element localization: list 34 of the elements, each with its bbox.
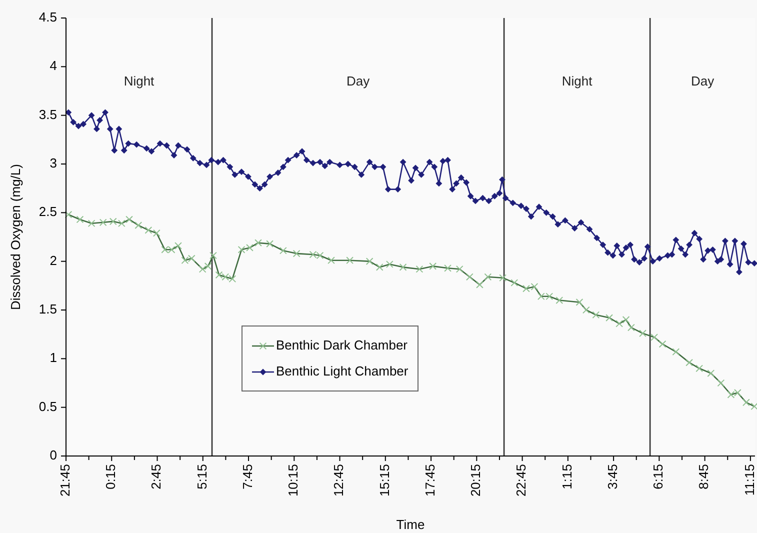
x-tick-label: 0:15 bbox=[103, 464, 118, 490]
y-tick-label: 1 bbox=[50, 350, 57, 366]
x-tick-label: 7:45 bbox=[240, 464, 255, 490]
x-tick-label: 1:15 bbox=[559, 464, 574, 490]
annotation: Day bbox=[346, 73, 370, 88]
annotation: Night bbox=[124, 73, 155, 88]
x-axis-title: Time bbox=[396, 517, 425, 532]
y-tick-label: 0 bbox=[50, 447, 57, 462]
x-tick-label: 11:15 bbox=[742, 464, 757, 496]
legend-label: Benthic Light Chamber bbox=[276, 363, 409, 378]
x-tick-label: 15:15 bbox=[376, 464, 392, 497]
y-tick-label: 3.5 bbox=[38, 106, 57, 122]
x-tick-label: 12:45 bbox=[331, 464, 346, 497]
legend-label: Benthic Dark Chamber bbox=[276, 337, 408, 352]
y-tick-label: 4 bbox=[50, 58, 57, 74]
x-tick-label: 17:45 bbox=[422, 464, 438, 497]
y-tick-label: 2.5 bbox=[38, 204, 57, 220]
x-tick-label: 3:45 bbox=[604, 464, 620, 490]
y-axis-title: Dissolved Oxygen (mg/L) bbox=[8, 164, 23, 310]
x-tick-label: 2:45 bbox=[148, 464, 164, 490]
x-tick-label: 6:15 bbox=[650, 464, 666, 490]
y-tick-label: 0.5 bbox=[38, 398, 57, 414]
annotation: Night bbox=[562, 73, 593, 88]
x-tick-label: 5:15 bbox=[194, 464, 210, 490]
x-tick-label: 22:45 bbox=[514, 464, 529, 497]
y-tick-label: 4.5 bbox=[38, 9, 57, 24]
y-tick-label: 2 bbox=[50, 252, 57, 268]
x-tick-label: 8:45 bbox=[696, 464, 712, 490]
y-tick-label: 1.5 bbox=[38, 301, 57, 316]
y-tick-label: 3 bbox=[50, 155, 57, 170]
annotation: Day bbox=[690, 73, 715, 88]
x-tick-label: 21:45 bbox=[57, 464, 72, 497]
x-tick-label: 10:15 bbox=[286, 464, 301, 497]
x-tick-label: 20:15 bbox=[468, 464, 484, 497]
